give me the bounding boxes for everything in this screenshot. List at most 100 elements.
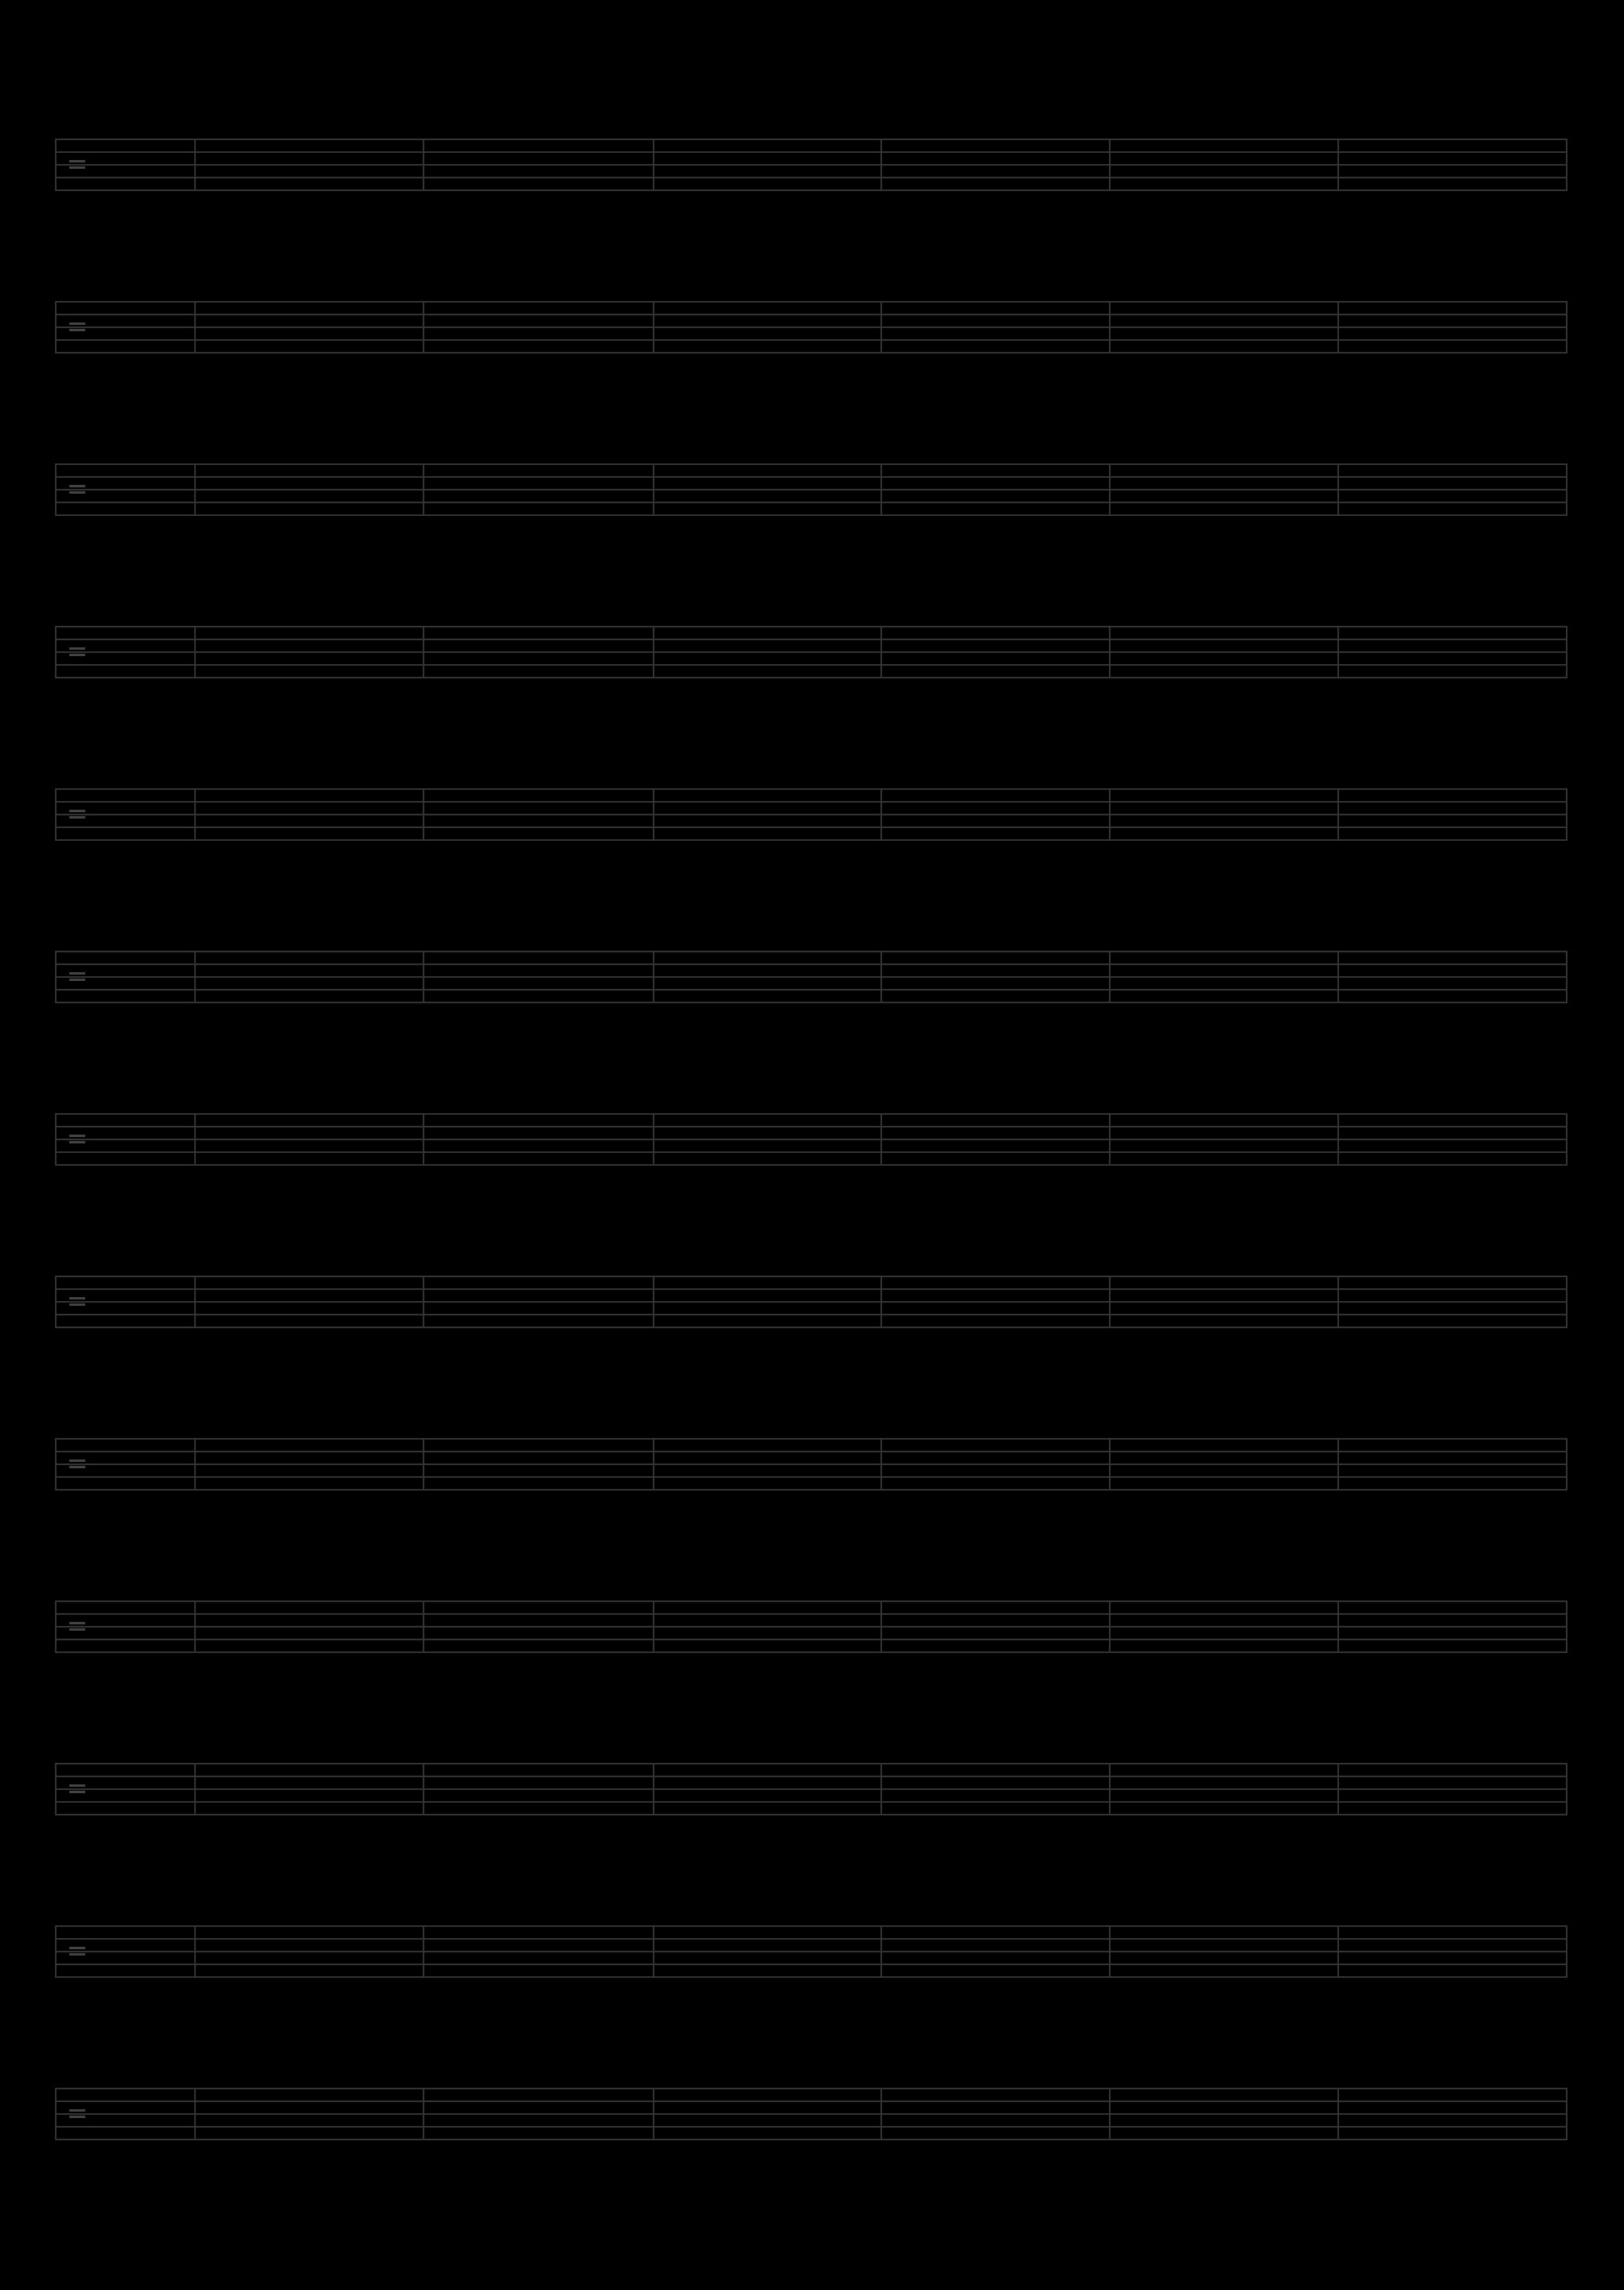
bar-line [1109,788,1111,840]
bar-line [1109,2088,1111,2140]
bar-line [653,1600,654,1652]
clef-indicator [63,1941,87,1961]
staff-line [55,463,1567,465]
bar-line [1337,1276,1339,1327]
bar-line [55,139,57,190]
staff-line [55,651,1567,653]
staff-line [55,164,1567,166]
staff-line [55,1613,1567,1615]
bar-line [194,463,196,515]
bar-line [653,301,654,353]
staff-line [55,139,1567,140]
clef-indicator [63,1292,87,1311]
bar-line [423,301,424,353]
bar-line [880,626,882,678]
staff-line [55,1139,1567,1140]
bar-line [653,463,654,515]
bar-line [653,139,654,190]
bar-line [194,1113,196,1165]
staff-line [55,314,1567,315]
staff-line [55,301,1567,303]
bar-line [1337,1763,1339,1815]
staff-line [55,1476,1567,1478]
bar-line [1337,2088,1339,2140]
bar-line [55,1600,57,1652]
staff-line [55,151,1567,153]
bar-line [1337,139,1339,190]
bar-line [880,1276,882,1327]
staff-line [55,352,1567,354]
staff-line [55,1639,1567,1640]
bar-line [55,1113,57,1165]
bar-line [880,1438,882,1490]
bar-line [880,301,882,353]
staff-system [55,1600,1567,1652]
bar-line [880,1113,882,1165]
bar-line [1109,139,1111,190]
staff-line [55,326,1567,328]
staff-system [55,139,1567,190]
staff-line [55,1463,1567,1465]
bar-line [1109,1763,1111,1815]
staff-line [55,2100,1567,2102]
staff-line [55,1164,1567,1166]
bar-line [1109,1925,1111,1977]
bar-line [653,1438,654,1490]
staff-system [55,626,1567,678]
clef-indicator [63,1454,87,1474]
bar-line [653,626,654,678]
bar-line [55,1438,57,1490]
clef-indicator [63,1616,87,1636]
clef-indicator [63,1129,87,1149]
staff-line [55,1814,1567,1815]
staff-line [55,976,1567,978]
bar-line [1566,1600,1567,1652]
staff-line [55,1776,1567,1777]
bar-line [423,1276,424,1327]
bar-line [423,463,424,515]
staff-line [55,1976,1567,1978]
bar-line [1566,1276,1567,1327]
staff-line [55,626,1567,627]
staff-line [55,963,1567,965]
bar-line [423,2088,424,2140]
bar-line [1337,951,1339,1002]
bar-line [880,2088,882,2140]
clef-indicator [63,154,87,174]
bar-line [55,463,57,515]
bar-line [880,951,882,1002]
staff-line [55,1788,1567,1790]
staff-line [55,801,1567,803]
staff-line [55,639,1567,640]
staff-line [55,989,1567,991]
bar-line [194,1763,196,1815]
bar-line [194,139,196,190]
clef-indicator [63,2104,87,2124]
clef-indicator [63,317,87,337]
bar-line [1109,951,1111,1002]
staff-line [55,1651,1567,1653]
staff-system [55,788,1567,840]
bar-line [1109,301,1111,353]
bar-line [653,1925,654,1977]
staff-line [55,1763,1567,1764]
staff-system [55,2088,1567,2140]
staff-system [55,1925,1567,1977]
bar-line [1337,626,1339,678]
staff-line [55,1438,1567,1440]
bar-line [55,626,57,678]
bar-line [880,1763,882,1815]
music-sheet-container [55,139,1567,2140]
staff-line [55,1301,1567,1303]
bar-line [423,1600,424,1652]
bar-line [1337,1113,1339,1165]
bar-line [1566,301,1567,353]
bar-line [55,788,57,840]
staff-line [55,664,1567,666]
bar-line [1109,626,1111,678]
bar-line [653,2088,654,2140]
staff-line [55,1951,1567,1952]
staff-line [55,502,1567,503]
bar-line [1109,1276,1111,1327]
bar-line [1566,1438,1567,1490]
